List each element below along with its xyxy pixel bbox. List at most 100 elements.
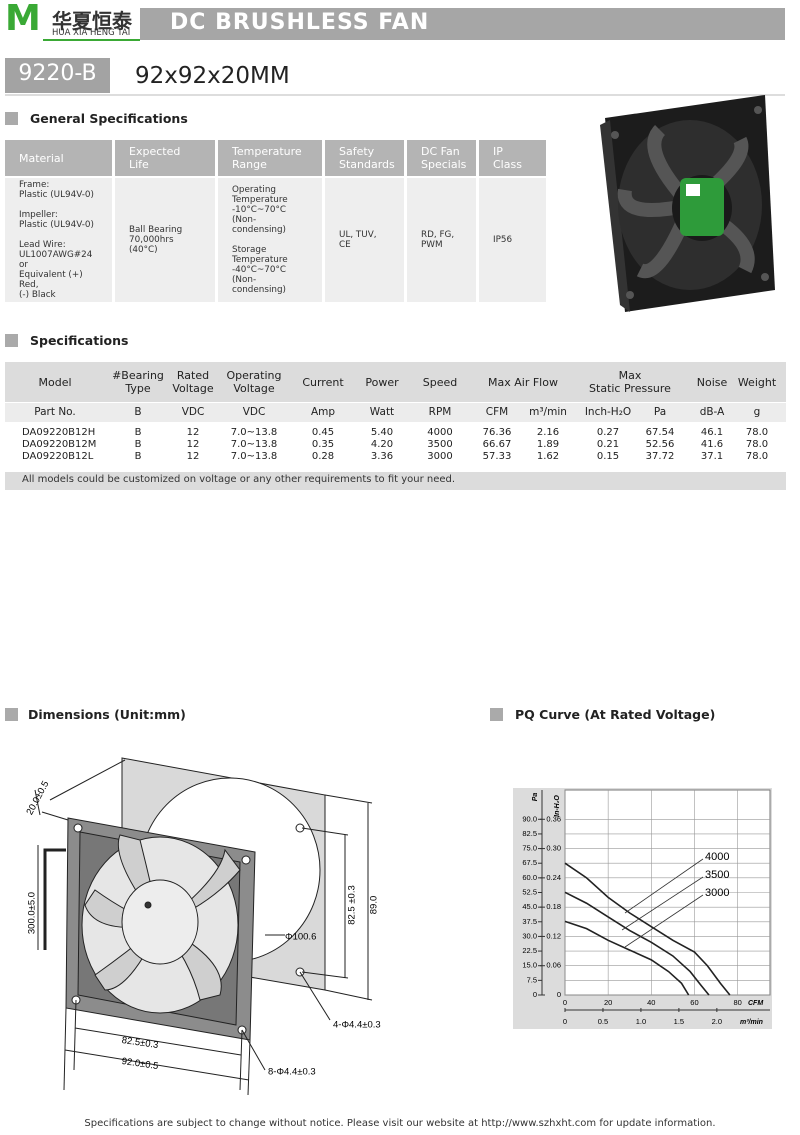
table-cell: 78.0 (745, 427, 769, 438)
table-cell: 7.0~13.8 (230, 451, 278, 462)
table-header-cell: DC Fan Specials (407, 140, 476, 176)
table-cell: 78.0 (745, 439, 769, 450)
table-header-cell: Current (302, 375, 344, 389)
table-cell: 7.0~13.8 (230, 439, 278, 450)
table-cell: IP56 (479, 178, 546, 302)
table-cell: DA09220B12L (22, 451, 94, 462)
table-cell: 3.36 (370, 451, 394, 462)
brand-en: HUA XIA HENG TAI (52, 28, 131, 38)
table-unit-cell: RPM (428, 406, 452, 418)
y-tick-label: 45.0 (522, 902, 537, 911)
leader-line (624, 858, 704, 914)
section-heading: Dimensions (Unit:mm) (28, 707, 186, 722)
table-cell: Operating Temperature -10°C~70°C (Non-co… (218, 178, 322, 302)
dimension-label: 20.0±0.5 (24, 779, 51, 817)
axis-label: Pa (532, 793, 539, 802)
table-header-cell: Power (365, 375, 399, 389)
table-header-cell: Safety Standards (325, 140, 404, 176)
axis-label: In-H₂O (554, 795, 561, 817)
legend-label: 3500 (705, 869, 729, 881)
y-tick-label: 60.0 (522, 873, 537, 882)
table-cell: 1.62 (536, 451, 560, 462)
table-cell: 66.67 (482, 439, 512, 450)
y2-tick-label: 0 (557, 990, 561, 999)
y2-tick-label: 0.06 (546, 961, 561, 970)
table-cell: UL, TUV, CE (325, 178, 404, 302)
logo-mark: M (5, 0, 41, 39)
dimension-label: 4-Φ4.4±0.3 (333, 1020, 381, 1031)
table-unit-cell: B (134, 406, 142, 418)
model-box (5, 58, 110, 93)
table-cell: DA09220B12H (22, 427, 96, 438)
y-tick-label: 82.5 (522, 829, 537, 838)
pq-curve (564, 891, 710, 996)
table-cell: 12 (186, 427, 200, 438)
table-cell: 2.16 (536, 427, 560, 438)
table-cell: 0.28 (311, 451, 335, 462)
table-cell: 1.89 (536, 439, 560, 450)
y-tick-label: 75.0 (522, 844, 537, 853)
table-cell: 0.35 (311, 439, 335, 450)
dimension-label: 300.0±5.0 (27, 892, 38, 934)
dimension-label: 8-Φ4.4±0.3 (268, 1067, 316, 1078)
x-tick-label: 20 (604, 998, 612, 1007)
table-cell: 3500 (427, 439, 453, 450)
table-cell: 0.15 (596, 451, 620, 462)
title-banner (140, 8, 785, 40)
table-cell: 52.56 (645, 439, 675, 450)
pq-curve (564, 920, 690, 996)
table-header-cell: Rated Voltage (172, 369, 214, 395)
section-heading: Specifications (30, 333, 129, 348)
legend-label: 3000 (705, 887, 729, 899)
y-tick-label: 90.0 (522, 814, 537, 823)
table-unit-cell: g (753, 406, 761, 418)
section-marker (490, 708, 503, 721)
table-unit-cell: Amp (310, 406, 336, 418)
table-header-cell: Expected Life (115, 140, 215, 176)
y-tick-label: 67.5 (522, 858, 537, 867)
y-tick-label: 52.5 (522, 887, 537, 896)
table-cell: Frame: Plastic (UL94V-0) Impeller: Plast… (5, 178, 112, 302)
table-cell: 0.21 (596, 439, 620, 450)
section-marker (5, 334, 18, 347)
table-cell: 0.45 (311, 427, 335, 438)
table-cell: 7.0~13.8 (230, 427, 278, 438)
y-tick-label: 37.5 (522, 917, 537, 926)
table-cell: 0.27 (596, 427, 620, 438)
table-cell: 5.40 (370, 427, 394, 438)
table-cell: RD, FG, PWM (407, 178, 476, 302)
table-unit-cell: m³/min (529, 406, 567, 418)
x-tick-label: 80 (733, 998, 741, 1007)
table-cell: 4.20 (370, 439, 394, 450)
section-marker (5, 708, 18, 721)
table-cell: 46.1 (700, 427, 724, 438)
table-cell: DA09220B12M (22, 439, 97, 450)
y2-tick-label: 0.24 (546, 873, 561, 882)
table-note-band (5, 472, 786, 490)
table-cell: 78.0 (745, 451, 769, 462)
table-unit-cell: Watt (369, 406, 395, 418)
axis-label: m³/min (740, 1019, 763, 1026)
table-header-cell: IP Class (479, 140, 546, 176)
x-tick-label: 60 (690, 998, 698, 1007)
x2-tick-label: 0 (563, 1017, 567, 1026)
y2-tick-label: 0.30 (546, 844, 561, 853)
table-cell: 12 (186, 439, 200, 450)
table-header-cell: Noise (696, 375, 728, 389)
legend-label: 4000 (705, 851, 729, 863)
table-cell: 37.1 (700, 451, 724, 462)
leader-line (624, 894, 704, 948)
table-unit-cell: VDC (242, 406, 266, 418)
fan-photo (600, 95, 775, 312)
table-note: All models could be customized on voltag… (22, 474, 456, 485)
table-unit-cell: VDC (181, 406, 205, 418)
table-header-cell: Model (38, 375, 72, 389)
table-cell: Ball Bearing 70,000hrs (40°C) (115, 178, 215, 302)
brand-cn: 华夏恒泰 (52, 9, 132, 33)
table-header-cell: Speed (422, 375, 458, 389)
table-cell: 76.36 (482, 427, 512, 438)
x2-tick-label: 1.0 (636, 1017, 646, 1026)
dimension-label: 82.5 ±0.3 (347, 885, 358, 925)
table-header-band (5, 362, 786, 402)
y2-tick-label: 0.36 (546, 814, 561, 823)
